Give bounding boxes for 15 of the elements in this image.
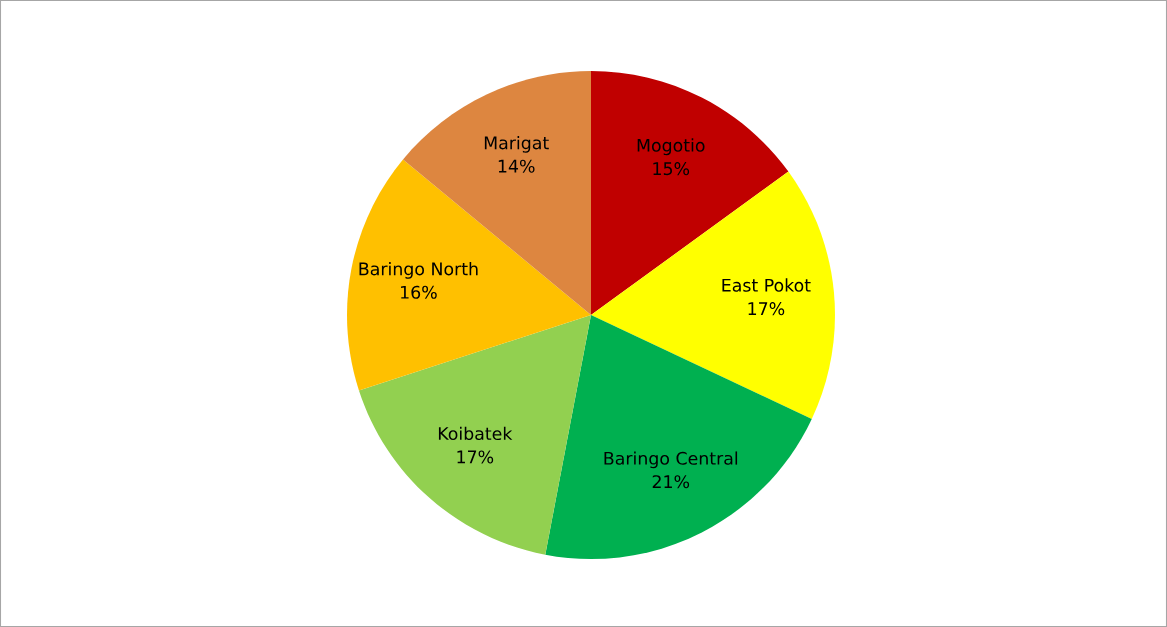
slice-label: Koibatek: [438, 426, 513, 441]
data-label: 17%: [748, 302, 785, 316]
slice-label: Baringo North: [359, 261, 478, 279]
data-label: 16%: [401, 285, 437, 299]
data-label: 17%: [457, 450, 494, 464]
data-label: 15%: [653, 162, 690, 176]
slice-label: East Pokot: [722, 278, 811, 292]
pie-slice: [347, 159, 591, 391]
data-label: 14%: [498, 159, 535, 173]
pie-slice: [545, 315, 812, 559]
pie-slice: [358, 315, 591, 555]
slice-label: Baringo Central: [604, 451, 738, 469]
slice-label: Marigat: [484, 135, 549, 153]
slice-label: Mogotio: [637, 138, 705, 156]
data-label: 21%: [652, 475, 690, 489]
